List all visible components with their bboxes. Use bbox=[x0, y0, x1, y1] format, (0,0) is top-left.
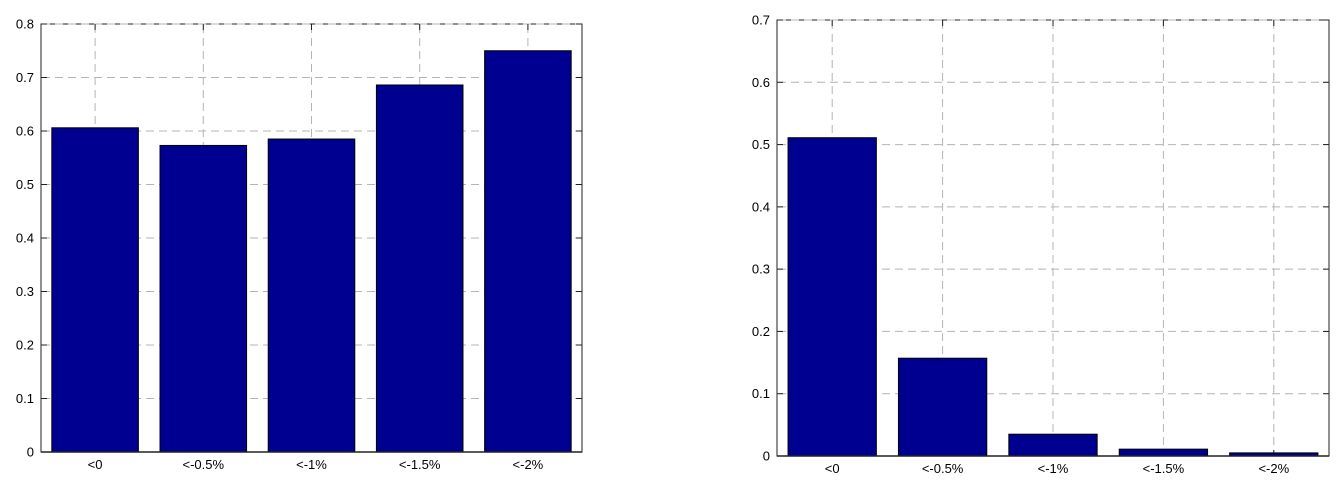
bar-<-1% bbox=[267, 138, 356, 453]
x-tick-label: <-1.5% bbox=[1143, 461, 1185, 476]
bar-<-0.5% bbox=[897, 357, 988, 457]
bar-<-1% bbox=[1008, 433, 1098, 457]
y-tick-label: 0.1 bbox=[16, 391, 34, 406]
x-tick-label: <-0.5% bbox=[183, 457, 225, 472]
x-tick-label: <0 bbox=[825, 461, 840, 476]
bar-<-1.5% bbox=[375, 84, 464, 453]
y-tick-label: 0 bbox=[763, 449, 770, 464]
y-tick-label: 0.2 bbox=[752, 324, 770, 339]
x-tick-label: <-1% bbox=[1038, 461, 1069, 476]
bar-<-1.5% bbox=[1118, 448, 1209, 457]
y-tick-label: 0 bbox=[27, 445, 34, 460]
y-tick-label: 0.6 bbox=[752, 75, 770, 90]
y-tick-label: 0.4 bbox=[16, 231, 34, 246]
y-tick-label: 0.8 bbox=[16, 17, 34, 32]
y-tick-label: 0.4 bbox=[752, 199, 770, 214]
bar-<0 bbox=[787, 137, 877, 457]
x-tick-label: <0 bbox=[88, 457, 103, 472]
y-tick-label: 0.3 bbox=[16, 284, 34, 299]
y-tick-label: 0.7 bbox=[16, 70, 34, 85]
x-tick-label: <-1% bbox=[296, 457, 327, 472]
y-tick-label: 0.6 bbox=[16, 124, 34, 139]
y-tick-label: 0.2 bbox=[16, 338, 34, 353]
x-tick-label: <-0.5% bbox=[922, 461, 964, 476]
bar-<0 bbox=[51, 127, 139, 453]
y-tick-label: 0.3 bbox=[752, 262, 770, 277]
y-tick-label: 0.7 bbox=[752, 13, 770, 28]
y-tick-label: 0.1 bbox=[752, 386, 770, 401]
y-tick-label: 0.5 bbox=[752, 137, 770, 152]
bar-<-0.5% bbox=[159, 144, 248, 453]
y-tick-label: 0.5 bbox=[16, 177, 34, 192]
x-tick-label: <-2% bbox=[1258, 461, 1289, 476]
x-tick-label: <-1.5% bbox=[399, 457, 441, 472]
bar-<-2% bbox=[484, 50, 572, 453]
x-tick-label: <-2% bbox=[513, 457, 544, 472]
